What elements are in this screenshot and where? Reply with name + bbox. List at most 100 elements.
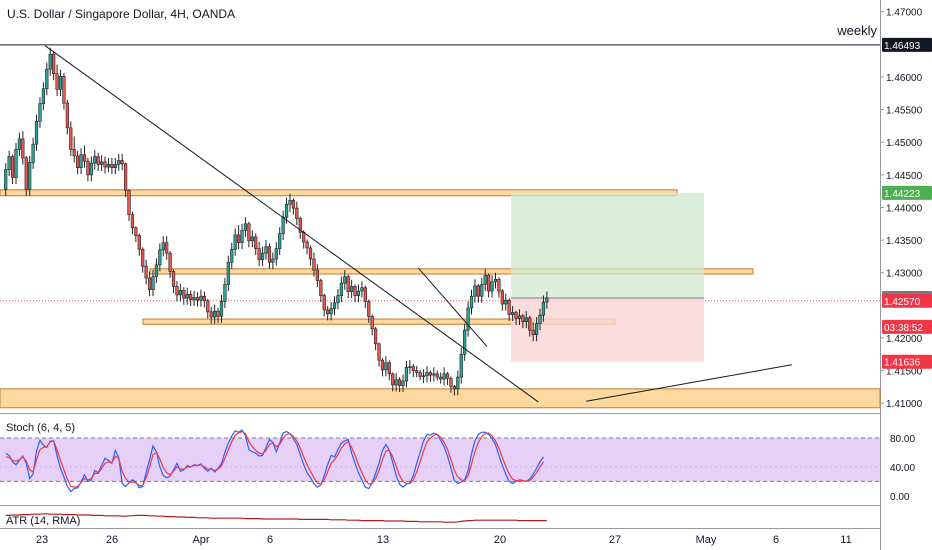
candle-body [298, 218, 302, 233]
candle-body [326, 309, 330, 315]
time-tick-label: 27 [609, 534, 621, 546]
zone [0, 388, 881, 409]
price-tick-label: 1.44500 [886, 171, 923, 182]
candle-body [110, 164, 114, 168]
candle-body [439, 376, 443, 380]
candle-body [332, 302, 337, 309]
time-tick-label: 13 [377, 534, 389, 546]
candle-body [459, 353, 463, 378]
stoch-label[interactable]: Stoch (6, 4, 5) [6, 422, 76, 434]
candle-body [192, 297, 196, 300]
candle-body [168, 252, 172, 272]
candle-body [209, 311, 213, 318]
candle-body [541, 301, 546, 316]
trendline [44, 45, 539, 403]
candle-body [291, 200, 296, 209]
candle-body [401, 380, 405, 386]
candle-body [260, 252, 265, 260]
time-tick-label: Apr [192, 534, 209, 546]
candle-body [339, 282, 343, 296]
candle-body [278, 233, 282, 249]
candle-body [113, 164, 117, 168]
price-tick-label: 1.43000 [886, 269, 923, 280]
atr-pane [5, 513, 547, 523]
price-tick-label: 1.47000 [886, 8, 923, 19]
price-label-box [882, 293, 932, 308]
trendline [418, 267, 488, 347]
price-label: 1.46493 [884, 41, 921, 52]
trendline [586, 364, 792, 402]
candle-body [456, 376, 460, 390]
candle-body [123, 163, 128, 191]
candle-body [350, 286, 354, 292]
candle-body [199, 295, 203, 301]
price-label: 03:38:52 [884, 323, 923, 334]
candle-body [510, 312, 515, 315]
price-label: 1.42570 [884, 297, 921, 308]
candle-body [319, 280, 323, 296]
candle-body [165, 242, 169, 254]
stoch-d-line [5, 430, 544, 488]
target-zone [511, 192, 704, 298]
candle-body [411, 366, 415, 371]
candle-body [89, 162, 93, 176]
price-label-box [882, 319, 932, 334]
trendlines[interactable] [44, 45, 792, 403]
candle-body [442, 373, 446, 380]
atr-label[interactable]: ATR (14, RMA) [6, 515, 81, 527]
candle-body [538, 314, 542, 324]
candle-body [295, 207, 299, 219]
candle-body [158, 249, 162, 266]
candle-body [45, 68, 49, 90]
candle-body [141, 248, 145, 267]
candle-body [7, 156, 11, 170]
candle-body [507, 299, 511, 315]
candle-body [514, 312, 518, 319]
candle-body [267, 246, 272, 263]
time-tick-label: 6 [773, 534, 779, 546]
price-axis-bg [881, 0, 932, 550]
candle-body [243, 223, 248, 231]
candle-body [4, 169, 8, 190]
candle-body [271, 258, 275, 263]
candle-body [48, 53, 52, 70]
time-axis[interactable]: 23 26 Apr 6 13 20 27 May 6 11 [36, 534, 852, 546]
candle-body [31, 143, 35, 163]
time-tick-label: 23 [36, 534, 48, 546]
candle-body [226, 261, 230, 285]
candle-body [449, 378, 453, 387]
candle-body [264, 246, 268, 254]
price-axis[interactable]: 1.47000 1.46000 1.45500 1.45000 1.44500 1.440… [880, 0, 932, 550]
candle-body [305, 241, 309, 249]
stoch-tick-label: 0.00 [890, 492, 910, 503]
candle-body [185, 293, 189, 299]
candle-body [274, 248, 278, 260]
long-position-tool[interactable] [511, 192, 704, 362]
candle-body [500, 290, 504, 305]
candle-body [534, 323, 539, 336]
candle-body [34, 121, 39, 145]
candle-body [82, 154, 87, 162]
candle-body [100, 161, 104, 165]
candle-body [76, 155, 80, 168]
weekly-line-label: weekly [837, 23, 877, 38]
candle-body [425, 372, 429, 377]
candle-body [171, 271, 176, 287]
candle-body [483, 275, 487, 285]
candle-body [65, 102, 69, 129]
time-tick-label: 11 [840, 534, 851, 546]
candle-body [127, 190, 131, 215]
candle-body [404, 367, 409, 382]
candle-body [504, 299, 508, 305]
candle-body [476, 285, 480, 297]
candle-body [117, 160, 121, 165]
candle-body [254, 236, 258, 249]
candle-body [463, 329, 467, 355]
atr-line [5, 513, 547, 523]
candle-body [281, 216, 285, 234]
candle-body [237, 234, 241, 244]
candle-body [528, 317, 532, 331]
candle-body [96, 156, 100, 165]
stoch-pane [0, 429, 880, 493]
